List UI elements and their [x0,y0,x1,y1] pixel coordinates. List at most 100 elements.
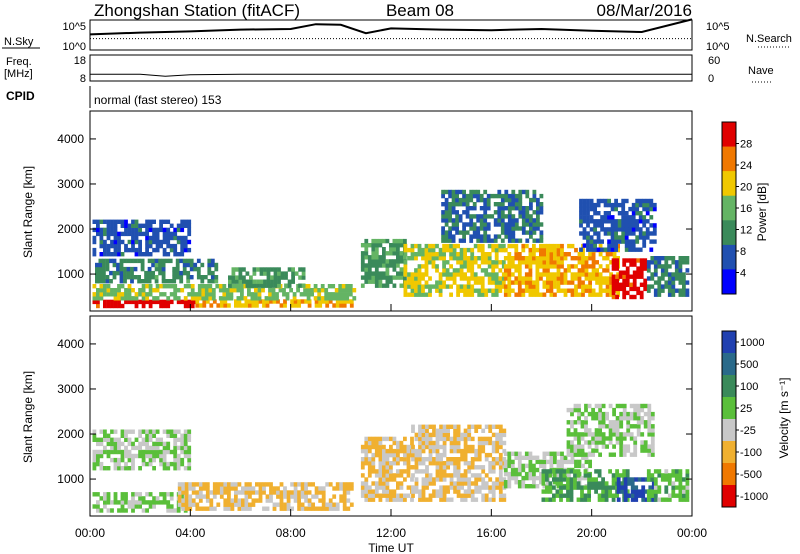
vel-cells-cell [248,482,252,487]
power-cells-cell [480,288,485,293]
power-cells-cell [643,266,648,271]
vel-cells-cell [399,469,404,474]
power-cells-cell [98,279,103,284]
power-cells-cell [503,247,508,253]
power-cells-cell [410,252,415,257]
power-cells-cell [652,223,657,228]
vel-cells-cell [601,424,606,429]
vel-cells-cell [131,466,135,471]
vel-cells-cell [124,466,128,471]
vel-cells-cell [382,461,386,466]
power-cells-cell [247,288,251,293]
vel-cells-cell [141,508,146,513]
power-cells-cell [685,292,690,297]
vel-cells-cell [647,420,652,425]
vel-cells-cell [155,449,160,455]
vel-cells-cell [304,490,308,495]
power-cells-cell [242,279,246,284]
vel-cells-cell [184,486,189,491]
vel-cells-cell [633,440,638,445]
power-cells-cell [671,292,676,297]
vel-cells-cell [92,466,97,471]
power-cells-cell [639,258,644,263]
vel-cells-cell [418,436,422,442]
power-cells-cell [549,256,554,261]
power-cells-cell [152,235,156,241]
power-cells-cell [378,243,383,248]
vel-cells-cell [546,459,550,465]
vel-cells-cell [262,490,266,495]
vel-cells-cell [141,453,146,459]
power-cells-cell [462,189,466,195]
power-cells-cell [98,275,103,280]
power-cells-cell [148,239,153,245]
vel-cells-cell [110,441,114,447]
vel-cells-cell [463,497,468,502]
vel-cells-cell [643,448,648,453]
power-cells-cell [113,299,118,305]
power-cells-cell [452,268,457,273]
power-cells-cell [458,218,463,223]
vel-cells-cell [576,473,581,478]
vel-cells-cell [653,497,658,502]
power-cells-cell [168,279,173,284]
power-cells-cell [175,266,180,272]
vel-cells-cell [640,444,645,449]
power-cells-cell [539,252,543,257]
vel-cells-cell [477,444,482,450]
power-cells-cell [148,243,153,249]
power-cells-cell [532,218,537,223]
vel-cells-cell [636,416,641,421]
vel-cells-cell [569,497,574,502]
vel-cells-cell [255,490,259,495]
power-cells-cell [172,279,177,284]
vel-cells-cell [227,506,231,511]
power-cells-cell [141,288,146,293]
power-cells-cell [560,247,564,253]
power-cells-cell [521,214,526,219]
vel-cells-cell [678,493,683,498]
vel-cells-cell [96,453,100,459]
vel-cells-cell [650,473,655,478]
power-cells-cell [629,274,634,279]
vel-cells-cell [145,449,149,455]
vel-cells-cell [113,496,118,501]
power-cells-cell [472,202,477,207]
vel-cells-cell [456,473,461,478]
power-cells-cell [145,299,149,305]
vel-cells-cell [460,473,464,478]
vel-cells-cell [569,485,574,490]
vel-cells-cell [162,457,167,463]
vel-cells-cell [566,493,570,498]
x-tick-label-0: 00:00 [75,526,105,540]
vel-cells-cell [103,445,107,451]
vel-cells-cell [421,440,426,446]
power-cells-cell [497,222,502,227]
vel-cells-cell [449,448,454,454]
vel-cells-cell [183,437,188,442]
vel-cells-cell [597,497,602,502]
vel-cells-cell [300,494,305,499]
power-cells-cell [155,296,160,301]
vel-cells-cell [113,466,118,471]
power-cells-cell [248,303,252,308]
power-cells-cell [99,219,104,224]
vel-cells-cell [664,473,669,478]
power-cells-cell [483,226,488,231]
vel-cells-cell [364,485,369,490]
vel-cells-cell [403,436,407,442]
power-cells-cell [480,243,485,249]
power-cells-cell [259,271,264,276]
power-cells-cell [577,260,582,265]
power-cells-cell [615,294,619,300]
vel-cells-cell [120,508,125,513]
power-cells-cell [209,303,214,308]
power-cells-cell [113,288,118,293]
vel-cells-cell [446,428,450,433]
power-cells-cell [266,275,271,280]
vel-cells-cell [392,457,397,462]
vel-cells-cell [435,452,440,458]
power-cells-cell [120,239,125,245]
vel-cells-cell [650,436,655,441]
